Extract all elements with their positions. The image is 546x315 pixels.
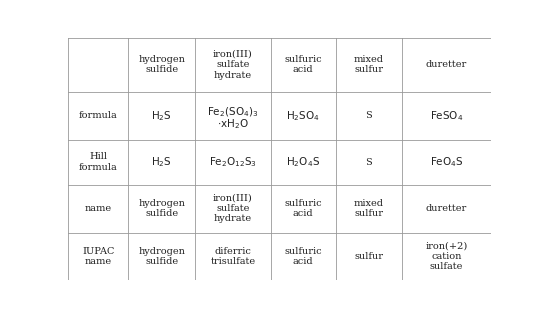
Text: hydrogen
sulfide: hydrogen sulfide <box>138 199 185 218</box>
Text: $\mathregular{H_2S}$: $\mathregular{H_2S}$ <box>151 155 172 169</box>
Text: diferric
trisulfate: diferric trisulfate <box>210 247 256 266</box>
Text: name: name <box>85 204 112 213</box>
Text: $\mathregular{FeO_4S}$: $\mathregular{FeO_4S}$ <box>430 155 464 169</box>
Text: $\mathregular{H_2O_4S}$: $\mathregular{H_2O_4S}$ <box>286 155 321 169</box>
Text: iron(+2)
cation
sulfate: iron(+2) cation sulfate <box>425 242 468 271</box>
Text: Hill
formula: Hill formula <box>79 152 118 172</box>
Text: $\mathregular{H_2SO_4}$: $\mathregular{H_2SO_4}$ <box>286 109 321 123</box>
Text: S: S <box>365 111 372 120</box>
Text: $\mathregular{FeSO_4}$: $\mathregular{FeSO_4}$ <box>430 109 463 123</box>
Text: sulfur: sulfur <box>354 252 383 261</box>
Text: formula: formula <box>79 111 118 120</box>
Text: sulfuric
acid: sulfuric acid <box>284 199 322 218</box>
Text: mixed
sulfur: mixed sulfur <box>354 199 384 218</box>
Text: sulfuric
acid: sulfuric acid <box>284 55 322 74</box>
Text: iron(III)
sulfate
hydrate: iron(III) sulfate hydrate <box>213 194 253 223</box>
Text: hydrogen
sulfide: hydrogen sulfide <box>138 55 185 74</box>
Text: iron(III)
sulfate
hydrate: iron(III) sulfate hydrate <box>213 50 253 80</box>
Text: $\mathregular{Fe_2O_{12}S_3}$: $\mathregular{Fe_2O_{12}S_3}$ <box>209 155 257 169</box>
Text: duretter: duretter <box>426 204 467 213</box>
Text: $\mathregular{H_2S}$: $\mathregular{H_2S}$ <box>151 109 172 123</box>
Text: $\mathregular{Fe_2(SO_4)_3}$: $\mathregular{Fe_2(SO_4)_3}$ <box>207 105 259 119</box>
Text: $\mathregular{\cdot xH_2O}$: $\mathregular{\cdot xH_2O}$ <box>217 117 249 131</box>
Text: hydrogen
sulfide: hydrogen sulfide <box>138 247 185 266</box>
Text: sulfuric
acid: sulfuric acid <box>284 247 322 266</box>
Text: S: S <box>365 158 372 167</box>
Text: mixed
sulfur: mixed sulfur <box>354 55 384 74</box>
Text: IUPAC
name: IUPAC name <box>82 247 115 266</box>
Text: duretter: duretter <box>426 60 467 69</box>
